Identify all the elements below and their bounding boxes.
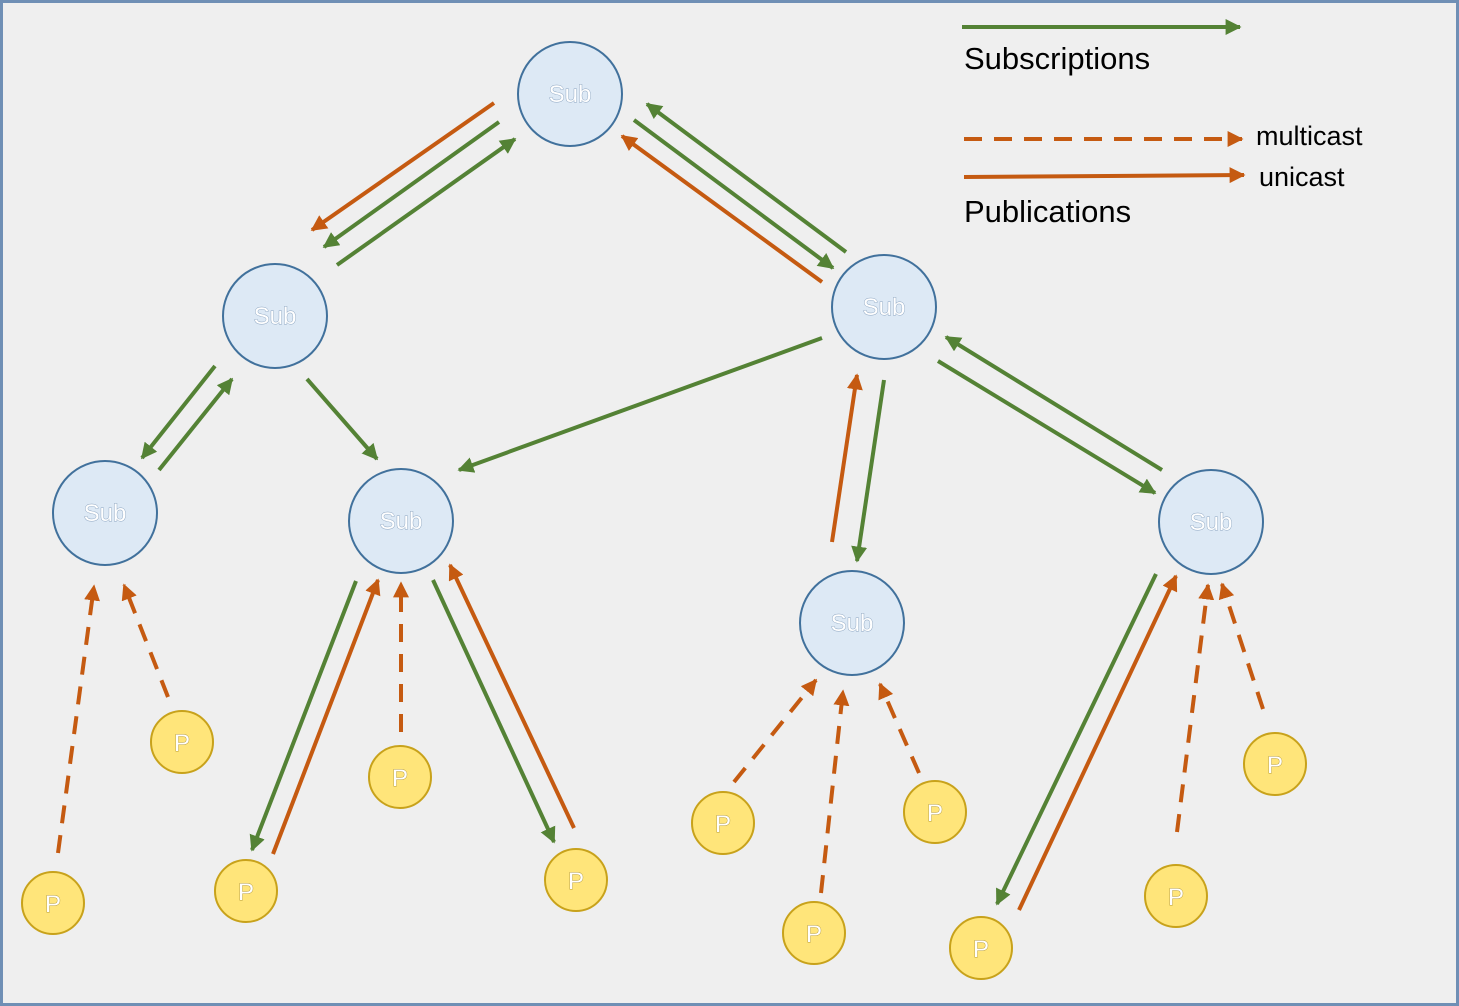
sub-node-right: Sub [831, 254, 937, 360]
subscription-arrow [632, 118, 835, 270]
pub-node-label: P [568, 868, 584, 895]
sub-nodes: Sub Sub Sub Sub Sub Sub Sub [52, 41, 1264, 676]
pub-node: P [21, 871, 85, 935]
pub-node: P [903, 780, 967, 844]
legend-unicast-arrow [963, 167, 1246, 184]
subscription-arrow [157, 377, 234, 472]
pub-node: P [214, 859, 278, 923]
pub-node: P [368, 745, 432, 809]
pub-node-label: P [45, 891, 61, 918]
unicast-arrow [271, 578, 381, 855]
subscription-arrow [995, 573, 1158, 906]
subscription-arrow [936, 359, 1157, 495]
legend-publications-label: Publications [964, 194, 1131, 229]
pub-node-label: P [973, 936, 989, 963]
sub-node-label: Sub [1190, 509, 1233, 536]
subscription-arrow [322, 120, 501, 249]
multicast-arrow [56, 584, 101, 854]
subscription-arrow [944, 335, 1164, 472]
sub-node-label: Sub [863, 294, 906, 321]
pub-node: P [691, 791, 755, 855]
sub-node-label: Sub [549, 81, 592, 108]
sub-node-root: Sub [517, 41, 623, 147]
sub-node-center-right: Sub [799, 570, 905, 676]
pub-node-label: P [238, 879, 254, 906]
pub-node: P [782, 901, 846, 965]
pub-node-label: P [927, 800, 943, 827]
multicast-arrow [732, 678, 818, 784]
sub-node-far-left: Sub [52, 460, 158, 566]
sub-node-center-left: Sub [348, 468, 454, 574]
multicast-arrow [121, 583, 170, 698]
unicast-arrow [620, 134, 824, 284]
pub-node: P [949, 916, 1013, 980]
multicast-arrow [1175, 583, 1215, 833]
legend-unicast-label: unicast [1259, 162, 1345, 192]
subscription-arrow [431, 579, 556, 844]
subscription-arrow [140, 364, 217, 460]
subscription-arrow [645, 102, 848, 254]
sub-node-label: Sub [84, 500, 127, 527]
multicast-arrow [878, 682, 921, 774]
sub-node-label: Sub [254, 303, 297, 330]
subscription-arrow [335, 137, 517, 267]
legend-multicast-label: multicast [1256, 121, 1363, 151]
unicast-arrow [830, 373, 863, 543]
subscription-arrow [851, 379, 886, 563]
multicast-arrow [1218, 582, 1265, 710]
pub-node-label: P [806, 921, 822, 948]
unicast-arrow [310, 101, 496, 232]
pub-node-label: P [715, 811, 731, 838]
pub-node: P [1144, 864, 1208, 928]
sub-node-label: Sub [831, 610, 874, 637]
pub-node: P [150, 710, 214, 774]
pub-node: P [1243, 732, 1307, 796]
pub-node-label: P [1168, 884, 1184, 911]
subscription-arrow [305, 377, 379, 461]
edges [56, 101, 1265, 911]
sub-node-left: Sub [222, 263, 328, 369]
pub-node-label: P [174, 730, 190, 757]
multicast-arrow [819, 689, 850, 894]
pub-node-label: P [1267, 752, 1283, 779]
legend: Subscriptions multicast unicast Publicat… [962, 19, 1363, 229]
pub-node: P [544, 848, 608, 912]
unicast-arrow [1017, 574, 1178, 911]
subscription-arrow [457, 336, 823, 473]
legend-subscriptions-label: Subscriptions [964, 41, 1150, 76]
pub-node-label: P [392, 765, 408, 792]
sub-node-label: Sub [380, 508, 423, 535]
pub-nodes: P P P P P P P P P P P [21, 710, 1307, 980]
subscription-arrow [249, 580, 358, 852]
unicast-arrow [448, 563, 576, 829]
sub-node-far-right: Sub [1158, 469, 1264, 575]
